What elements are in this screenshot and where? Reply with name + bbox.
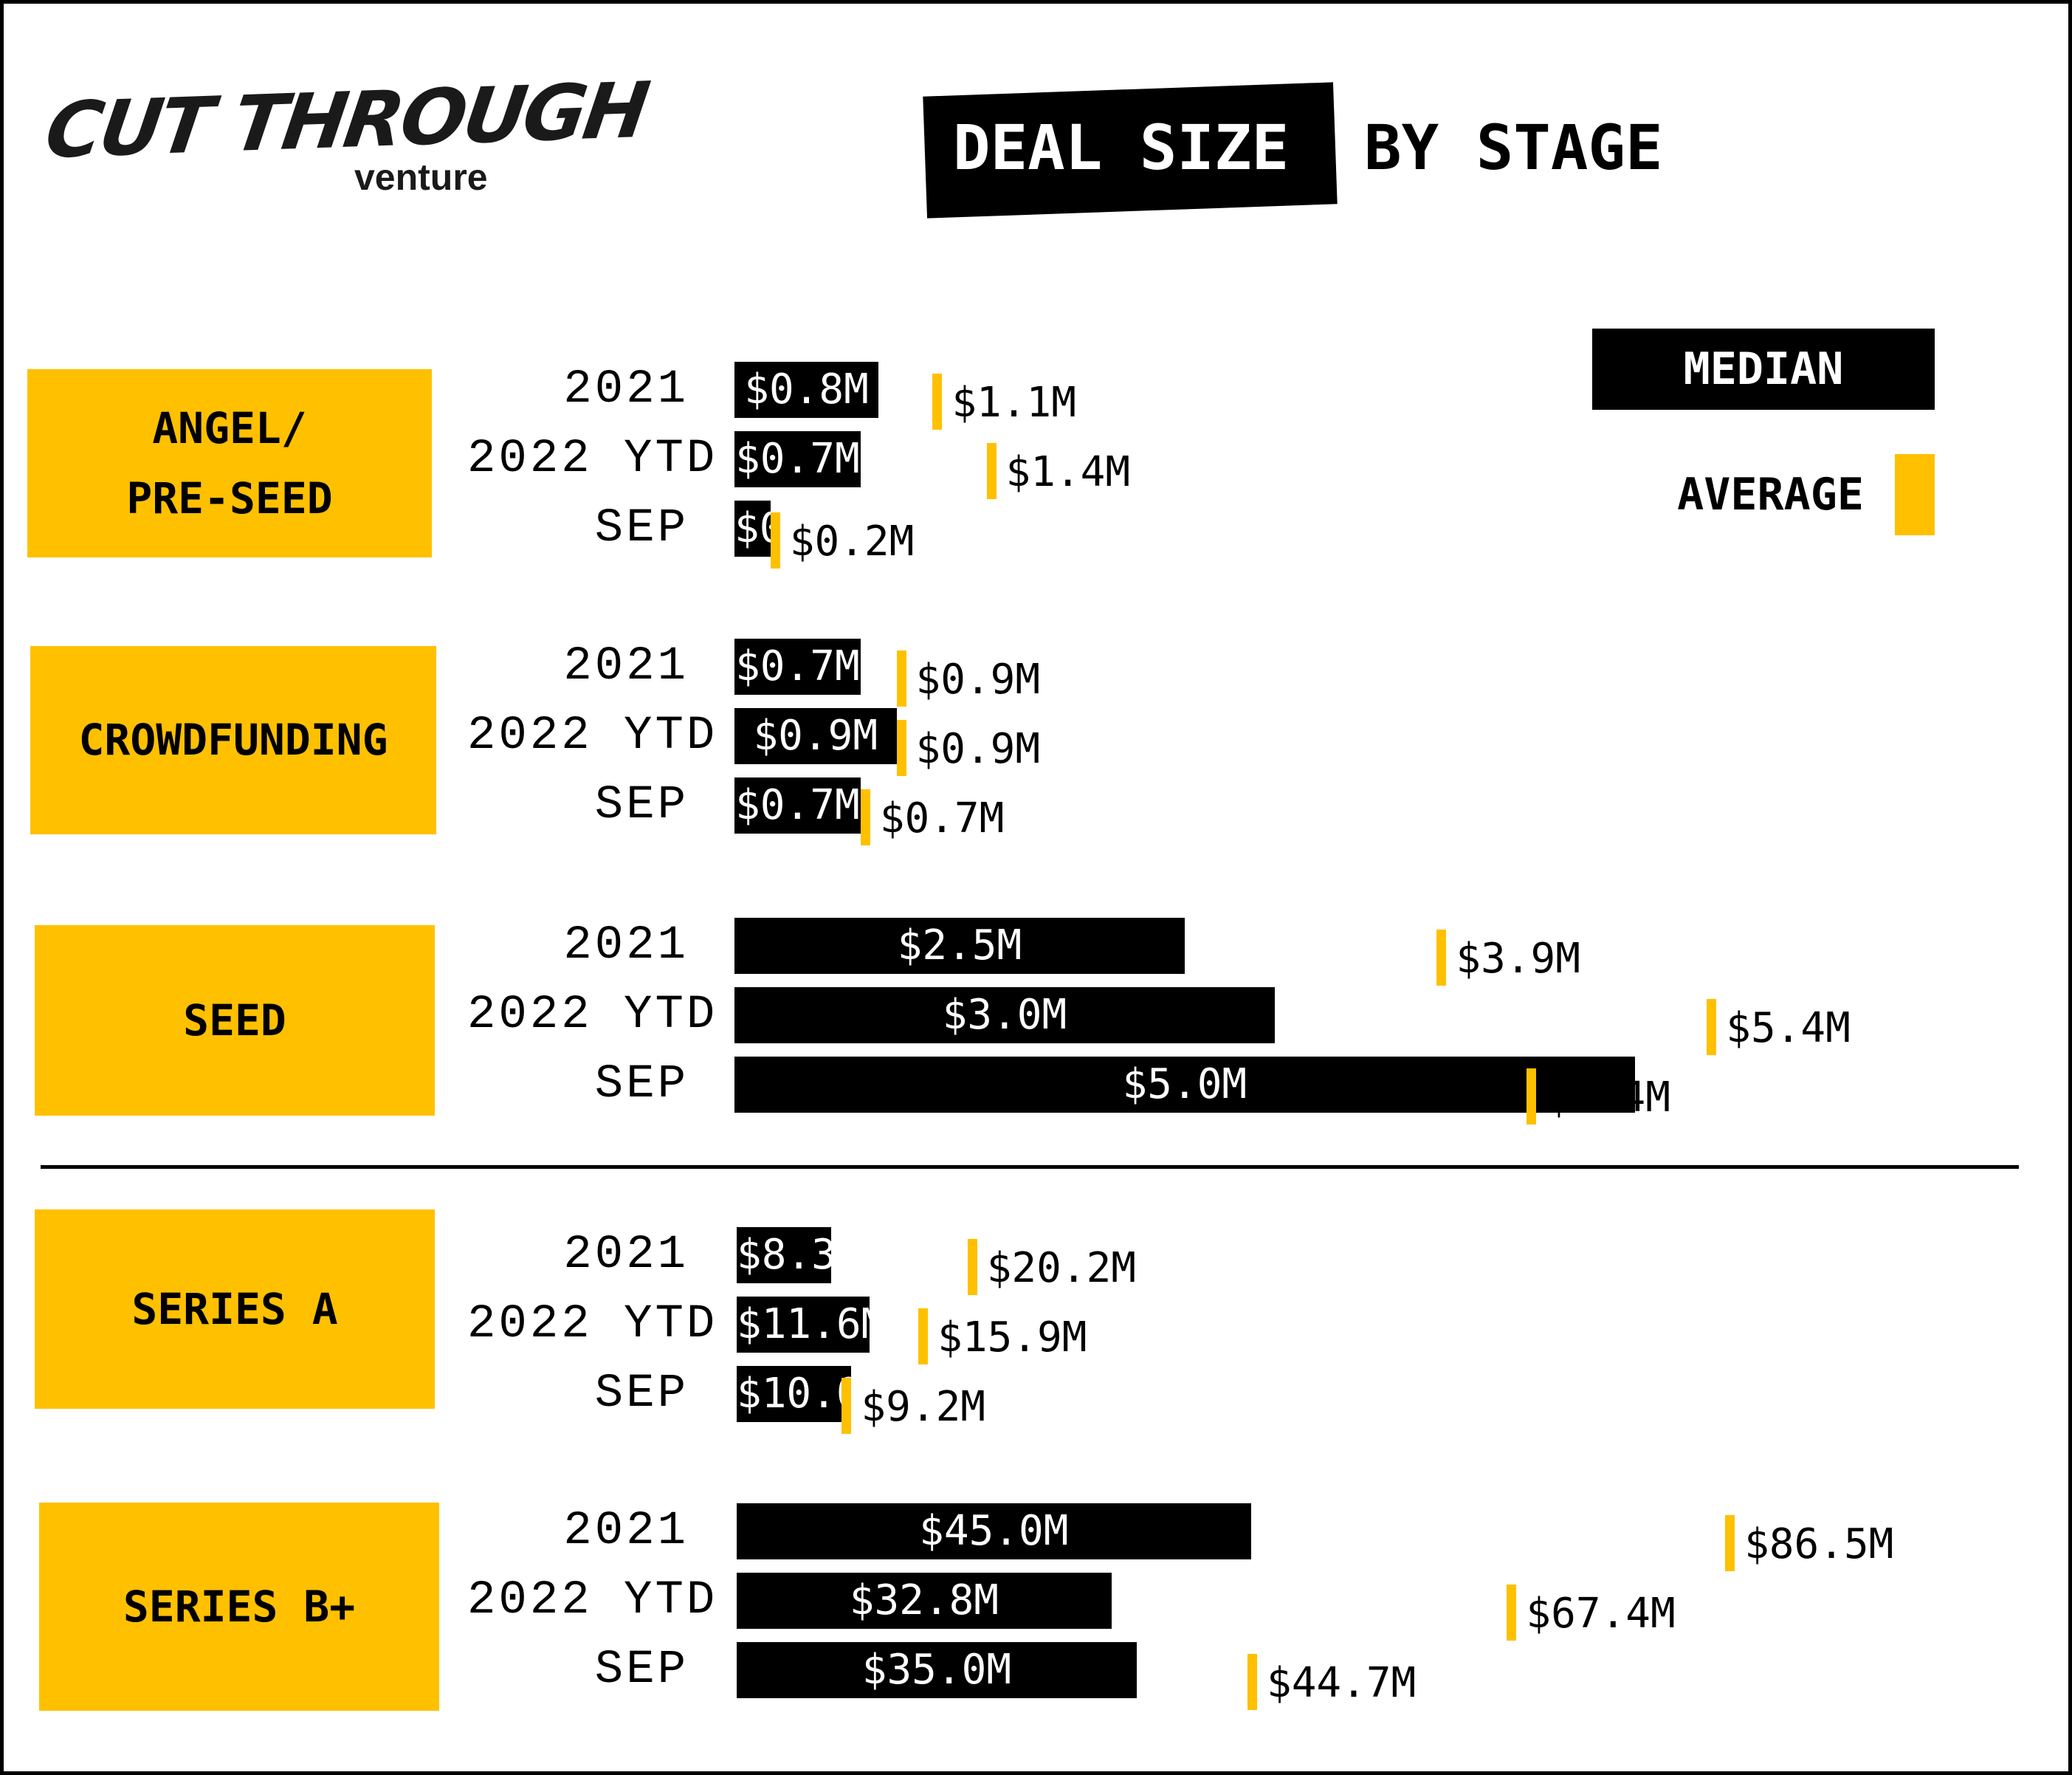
period-label: SEP [594,1058,689,1111]
period-label: 2021 [563,640,689,693]
average-value-label: $86.5M [1744,1520,1894,1568]
median-bar: $11.6M [737,1297,870,1353]
stage-label-box: SERIES A [35,1209,435,1409]
median-bar: $2.5M [734,918,1185,974]
stage-label-box: SERIES B+ [39,1503,439,1711]
average-value-label: $0.9M [915,725,1041,773]
average-value-label: $1.1M [951,379,1076,427]
average-marker [1527,1068,1537,1125]
period-label: 2022 YTD [467,989,718,1042]
logo-subtitle: venture [354,157,488,198]
median-bar: $0.7M [734,431,861,487]
period-label: 2021 [563,1229,689,1282]
median-bar: $10.0M [737,1366,851,1422]
median-bar: $35.0M [737,1642,1137,1698]
median-bar: $45.0M [737,1503,1251,1559]
period-label: 2022 YTD [467,433,718,486]
average-marker [932,374,943,430]
average-marker [1707,999,1717,1055]
average-marker [841,1378,852,1434]
legend-median: MEDIAN [1592,329,1935,410]
average-value-label: $44.7M [1266,1659,1417,1707]
median-bar: $32.8M [737,1573,1112,1629]
median-bar: $0.7M [734,777,861,834]
period-label: SEP [594,1644,689,1697]
average-marker [1247,1654,1257,1710]
period-label: 2021 [563,919,689,972]
stage-label-box: SEED [35,925,435,1116]
stage-label-box: CROWDFUNDING [30,646,436,834]
average-value-label: $0.7M [879,794,1005,842]
period-label: SEP [594,1367,689,1421]
stage-label: SERIES A [131,1283,338,1334]
average-marker [770,512,780,569]
median-bar: $0.7M [734,639,861,695]
average-value-label: $9.2M [861,1383,985,1431]
average-marker [1725,1515,1735,1571]
stage-label: CROWDFUNDING [78,715,388,765]
stage-label: ANGEL/ PRE-SEED [126,402,333,523]
median-bar: $0.8M [734,362,879,418]
stage-label-box: ANGEL/ PRE-SEED [27,369,432,557]
average-value-label: $67.4M [1526,1590,1676,1638]
average-value-label: $4.4M [1546,1074,1670,1122]
median-bar: $0.2M [734,501,771,557]
median-bar: $3.0M [734,987,1275,1043]
average-marker [1507,1585,1517,1641]
average-marker [1436,930,1447,986]
median-bar: $5.0M [734,1057,1635,1113]
average-value-label: $0.2M [789,518,915,566]
average-marker [918,1308,929,1364]
median-bar: $0.9M [734,708,897,764]
legend-average-label: AVERAGE [1677,469,1864,521]
average-marker [967,1239,977,1295]
average-marker [896,720,906,776]
average-value-label: $1.4M [1005,448,1131,496]
average-marker [860,789,870,845]
period-label: SEP [594,502,689,555]
stage-label: SEED [183,995,286,1046]
period-label: SEP [594,779,689,832]
average-marker [986,443,997,499]
period-label: 2022 YTD [467,1298,718,1351]
period-label: 2021 [563,363,689,416]
period-label: 2022 YTD [467,1574,718,1627]
average-value-label: $0.9M [915,656,1041,704]
chart-title-rest: BY STAGE [1364,111,1663,184]
stage-label: SERIES B+ [123,1581,356,1632]
legend-average-swatch [1895,454,1935,535]
period-label: 2021 [563,1505,689,1558]
average-value-label: $5.4M [1726,1004,1851,1052]
chart-title-highlight: DEAL SIZE [953,111,1290,184]
average-value-label: $20.2M [986,1244,1136,1292]
period-label: 2022 YTD [467,710,718,763]
median-bar: $8.3M [737,1227,832,1283]
section-divider [41,1165,2019,1169]
average-value-label: $15.9M [937,1314,1087,1362]
average-value-label: $3.9M [1456,935,1580,983]
average-marker [896,650,906,707]
